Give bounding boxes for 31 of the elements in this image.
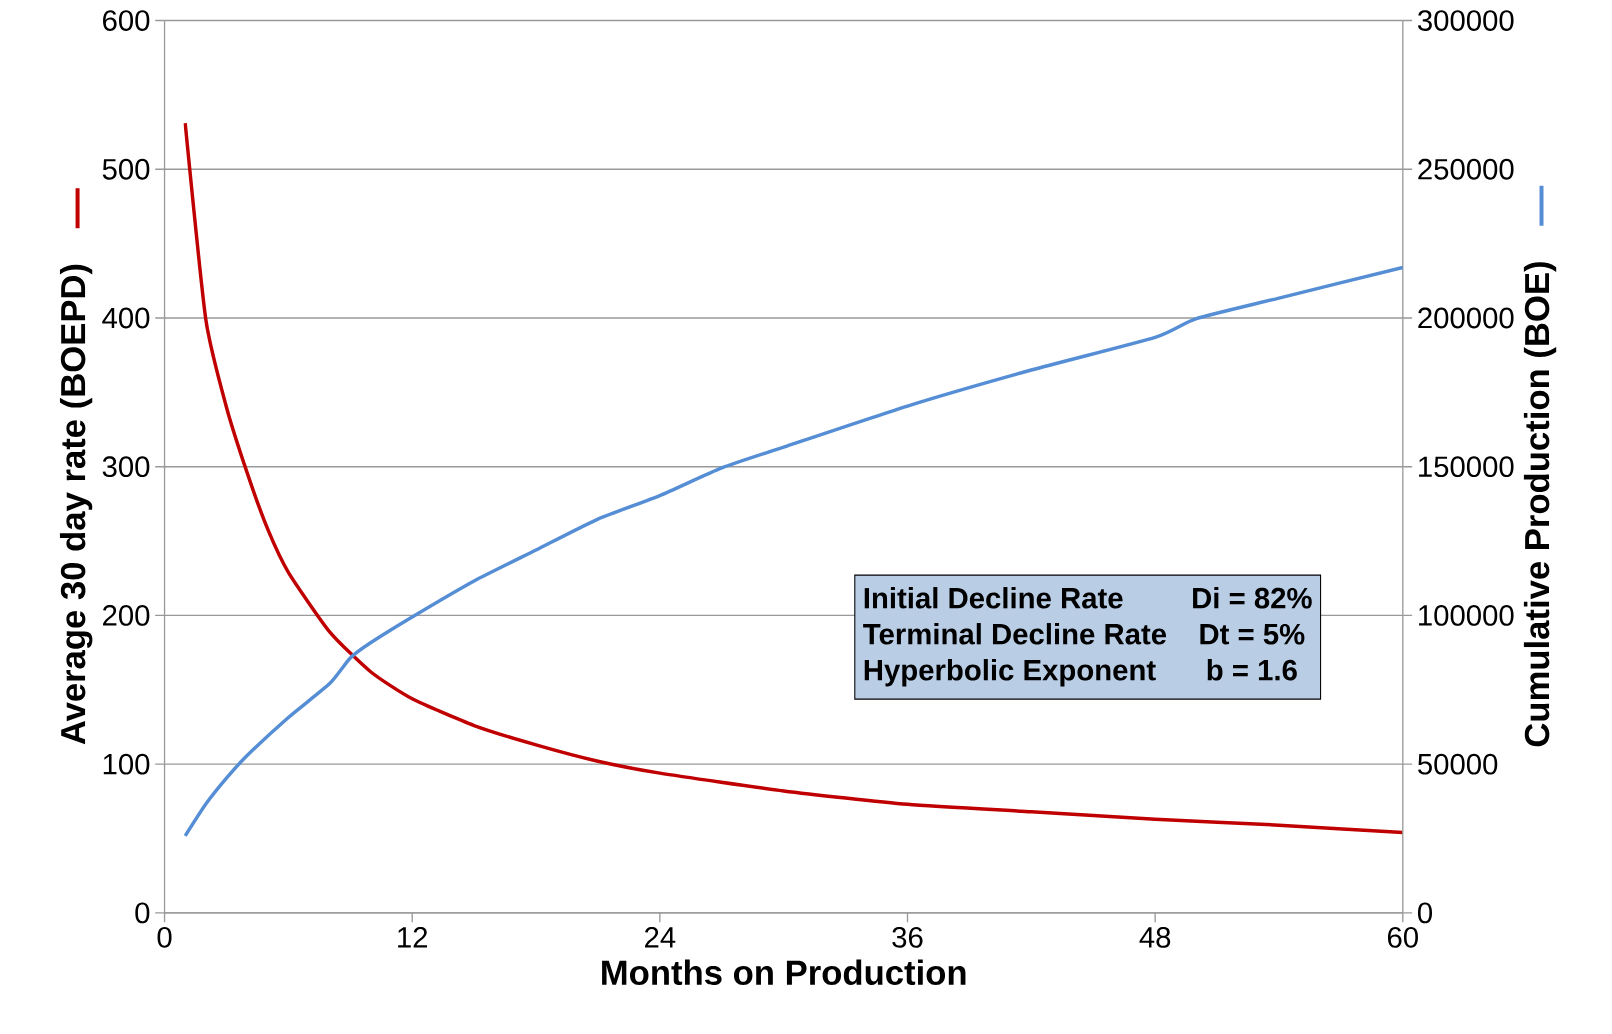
x-tick-label: 0: [157, 926, 172, 948]
y-tick-label: 200: [103, 605, 150, 626]
x-tick-label: 36: [892, 926, 923, 948]
x-tick-label: 24: [645, 926, 676, 948]
y2-tick-label: 100000: [1419, 605, 1514, 626]
x-tick-label: 60: [1387, 926, 1418, 948]
x-tick-label: 12: [398, 926, 428, 948]
x-tick-label: 48: [1139, 926, 1171, 948]
y2-axis-title: Cumulative Production (BOE): [1523, 262, 1557, 747]
y2-tick-label: 50000: [1418, 753, 1498, 775]
annotation: Hyperbolic Exponent: [864, 659, 1156, 687]
y-tick-label: 300: [102, 456, 150, 478]
y2-tick-label: 200000: [1418, 307, 1514, 329]
y2-tick-label: 300000: [1417, 10, 1514, 31]
y2-tick-label: 150000: [1419, 456, 1514, 478]
annotation: Dt = 5%: [1200, 623, 1305, 645]
annotation: Terminal Decline Rate: [863, 623, 1167, 645]
annotation: b = 1.6: [1207, 659, 1297, 681]
y-tick-label: 400: [102, 307, 150, 329]
annotation: Di = 82%: [1193, 587, 1312, 609]
y2-tick-label: 250000: [1418, 158, 1514, 180]
y-tick-label: 500: [102, 158, 150, 180]
line-series: [183, 121, 1403, 835]
y2-tick-label: 0: [1418, 902, 1433, 924]
annotation: Initial Decline Rate: [864, 587, 1123, 609]
line-series: [183, 265, 1403, 838]
y-tick-label: 100: [103, 753, 150, 775]
y-tick-label: 0: [135, 902, 150, 924]
x-axis-title: Months on Production: [602, 959, 966, 986]
y-axis-title: Average 30 day rate (BOEPD): [59, 264, 93, 745]
y-tick-label: 600: [103, 10, 150, 31]
